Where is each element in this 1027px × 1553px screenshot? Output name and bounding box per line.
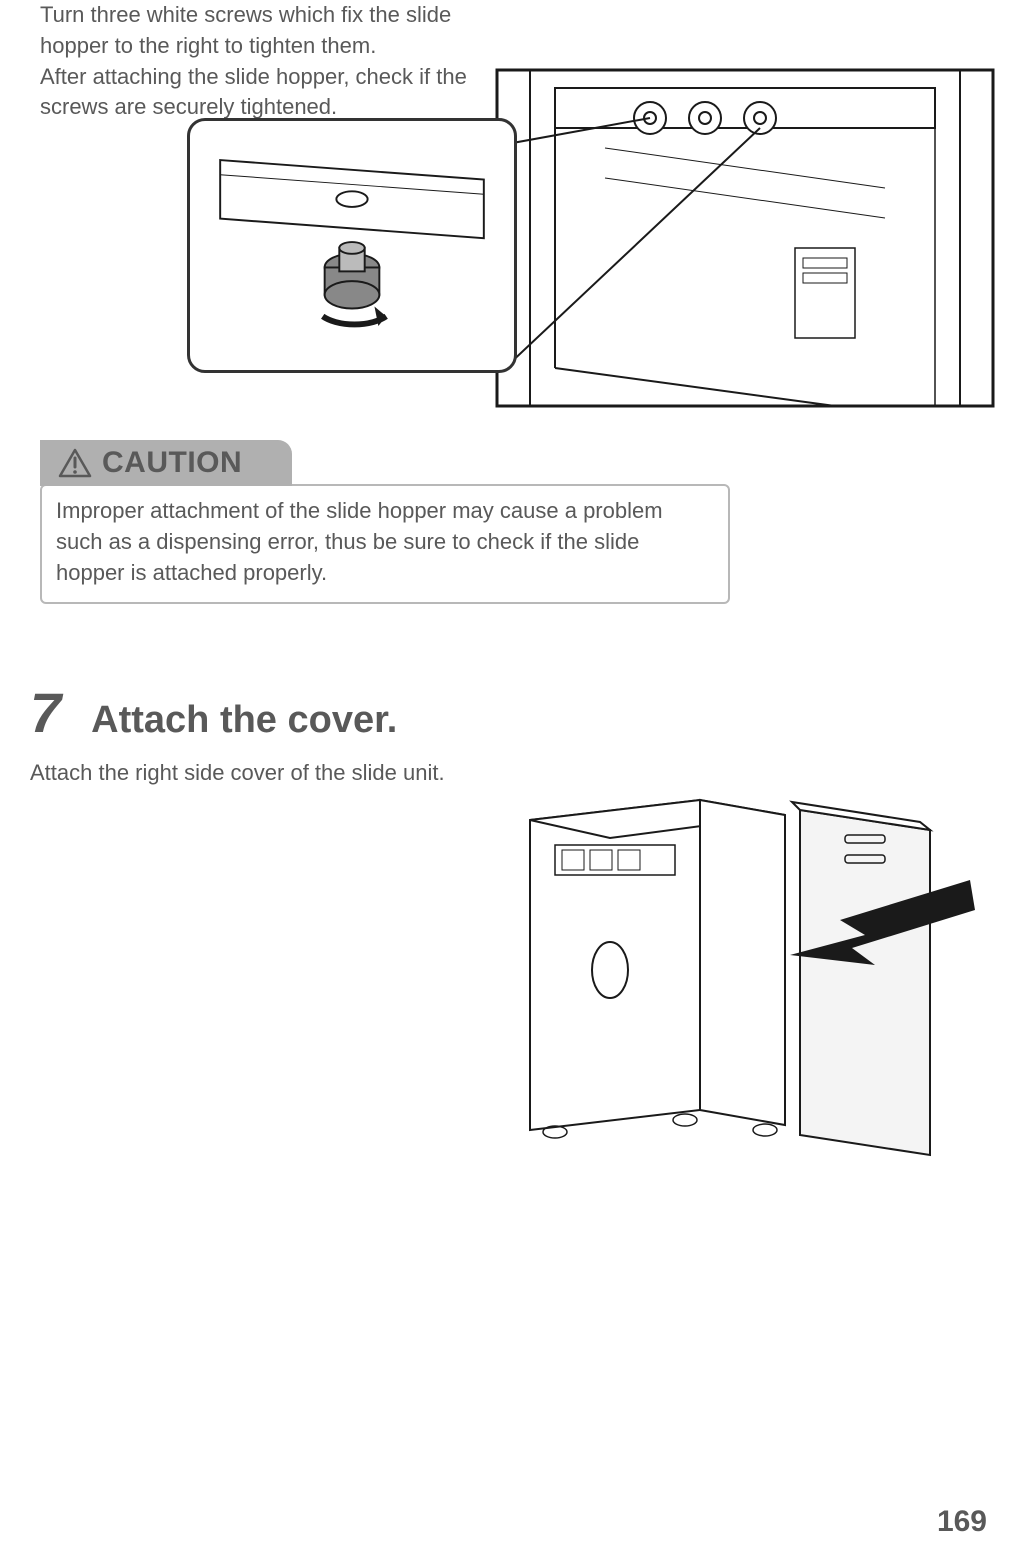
figure-attach-cover [500,760,985,1160]
manual-page: Turn three white screws which fix the sl… [0,0,1027,1553]
step-heading: 7 Attach the cover. [30,680,397,745]
figure-machine-interior [495,68,995,408]
step-title: Attach the cover. [91,699,397,742]
page-number: 169 [937,1505,987,1539]
warning-triangle-icon [58,448,92,478]
screw-closeup-svg [190,121,514,370]
caution-block: CAUTION Improper attachment of the slide… [40,440,730,604]
caution-label: CAUTION [102,446,242,480]
machine-interior-svg [495,68,995,408]
step-number: 7 [30,680,61,745]
step-body-text: Attach the right side cover of the slide… [30,760,480,786]
caution-text: Improper attachment of the slide hopper … [40,484,730,604]
attach-cover-svg [500,760,985,1160]
intro-line-1: Turn three white screws which fix the sl… [40,2,451,58]
intro-line-2: After attaching the slide hopper, check … [40,64,467,120]
caution-header: CAUTION [40,440,292,486]
intro-text: Turn three white screws which fix the sl… [40,0,470,123]
figure-screw-closeup [187,118,517,373]
